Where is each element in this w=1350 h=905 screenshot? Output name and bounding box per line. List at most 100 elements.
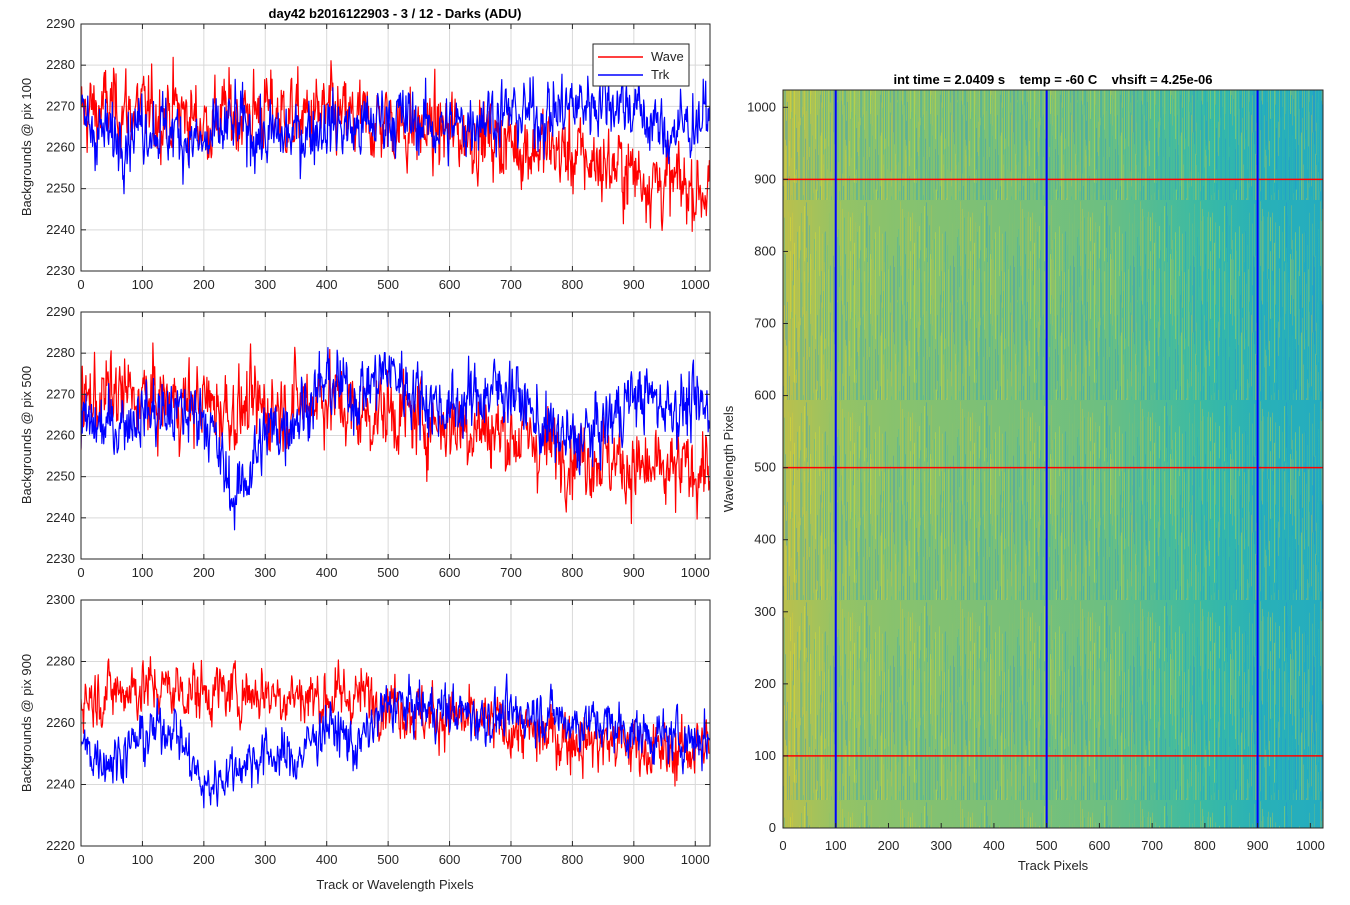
heatmap-panel: 0 100 200 300 400 500 600 700 800 900 1000 0 100 200 3… [721, 72, 1325, 873]
x-tick-label: 800 [562, 277, 584, 292]
y-axis-label: Backgrounds @ pix 500 [19, 366, 34, 504]
y-tick-label: 400 [754, 532, 776, 547]
x-tick-label: 400 [316, 852, 338, 867]
x-tick-label: 0 [77, 852, 84, 867]
y-tick-label: 2240 [46, 222, 75, 237]
tick-labels: 0 100 200 300 400 500 600 700 800 900 1000 2220 2240… [46, 592, 710, 867]
legend: Wave Trk [592, 43, 690, 87]
x-tick-label: 200 [193, 852, 215, 867]
y-axis-label: Backgrounds @ pix 100 [19, 78, 34, 216]
x-tick-label: 1000 [681, 852, 710, 867]
x-tick-label: 100 [132, 277, 154, 292]
y-tick-label: 0 [769, 820, 776, 835]
x-tick-label: 100 [132, 852, 154, 867]
x-tick-label: 500 [1036, 838, 1058, 853]
series-line-wave [81, 656, 710, 787]
y-tick-label: 2290 [46, 304, 75, 319]
x-tick-label: 700 [500, 565, 522, 580]
subplot-pix-100: 0 100 200 300 400 500 600 700 800 900 1000 2230 2240… [19, 6, 711, 292]
y-tick-label: 100 [754, 748, 776, 763]
x-tick-label: 1000 [1296, 838, 1325, 853]
y-tick-label: 2260 [46, 428, 75, 443]
y-tick-label: 2270 [46, 98, 75, 113]
y-tick-label: 2280 [46, 345, 75, 360]
y-tick-label: 2260 [46, 140, 75, 155]
x-tick-label: 400 [316, 565, 338, 580]
heatmap-texture-layer [783, 90, 1323, 828]
y-tick-label: 2250 [46, 469, 75, 484]
x-tick-label: 800 [562, 852, 584, 867]
y-tick-label: 2270 [46, 386, 75, 401]
x-tick-label: 0 [779, 838, 786, 853]
y-tick-label: 2220 [46, 838, 75, 853]
x-tick-label: 500 [377, 852, 399, 867]
x-tick-label: 1000 [681, 277, 710, 292]
x-tick-label: 800 [562, 565, 584, 580]
x-tick-label: 700 [500, 852, 522, 867]
y-tick-label: 2280 [46, 654, 75, 669]
x-tick-label: 0 [77, 277, 84, 292]
x-axis-label: Track Pixels [1018, 858, 1089, 873]
x-tick-label: 900 [623, 565, 645, 580]
x-tick-label: 300 [930, 838, 952, 853]
legend-label-wave: Wave [651, 49, 684, 64]
x-tick-label: 200 [878, 838, 900, 853]
x-tick-label: 900 [1247, 838, 1269, 853]
y-tick-label: 2250 [46, 181, 75, 196]
overlay-lines [783, 90, 1323, 828]
series-line-trk [81, 673, 710, 809]
y-tick-label: 700 [754, 316, 776, 331]
tick-labels: 0 100 200 300 400 500 600 700 800 900 1000 2230 2240… [46, 16, 710, 292]
x-tick-label: 500 [377, 277, 399, 292]
x-tick-label: 300 [254, 852, 276, 867]
y-tick-label: 2280 [46, 57, 75, 72]
y-tick-label: 600 [754, 388, 776, 403]
x-tick-label: 1000 [681, 565, 710, 580]
y-tick-label: 2260 [46, 715, 75, 730]
y-tick-label: 2240 [46, 777, 75, 792]
legend-label-trk: Trk [651, 67, 670, 82]
y-tick-label: 500 [754, 460, 776, 475]
tick-labels: 0 100 200 300 400 500 600 700 800 900 1000 2230 2240… [46, 304, 710, 580]
x-tick-label: 600 [439, 565, 461, 580]
x-tick-label: 600 [439, 852, 461, 867]
y-axis-label: Wavelength Pixels [721, 405, 736, 512]
x-tick-label: 700 [500, 277, 522, 292]
axes-box [782, 89, 1324, 829]
y-tick-label: 2300 [46, 592, 75, 607]
y-tick-label: 300 [754, 604, 776, 619]
legend-box [592, 43, 690, 87]
y-tick-label: 2230 [46, 263, 75, 278]
y-tick-label: 2290 [46, 16, 75, 31]
x-tick-label: 100 [132, 565, 154, 580]
series-group [81, 656, 710, 809]
x-axis-label: Track or Wavelength Pixels [316, 877, 474, 892]
x-tick-label: 600 [439, 277, 461, 292]
heatmap-title: int time = 2.0409 s temp = -60 C vhsift … [893, 72, 1212, 87]
x-tick-label: 700 [1141, 838, 1163, 853]
x-tick-label: 0 [77, 565, 84, 580]
y-tick-label: 800 [754, 243, 776, 258]
x-tick-label: 300 [254, 277, 276, 292]
x-tick-label: 600 [1089, 838, 1111, 853]
x-tick-label: 400 [983, 838, 1005, 853]
y-tick-label: 900 [754, 171, 776, 186]
x-tick-label: 900 [623, 852, 645, 867]
tick-labels: 0 100 200 300 400 500 600 700 800 900 1000 0 100 200 3… [747, 99, 1325, 853]
y-tick-label: 200 [754, 676, 776, 691]
y-tick-label: 2240 [46, 510, 75, 525]
subplot-pix-900: 0 100 200 300 400 500 600 700 800 900 1000 2220 2240… [19, 592, 711, 892]
y-tick-label: 1000 [747, 99, 776, 114]
y-tick-label: 2230 [46, 551, 75, 566]
x-tick-label: 800 [1194, 838, 1216, 853]
series-line-trk [81, 347, 710, 531]
series-group [81, 342, 710, 531]
x-tick-label: 200 [193, 565, 215, 580]
subplot-pix-500: 0 100 200 300 400 500 600 700 800 900 1000 2230 2240… [19, 304, 711, 580]
x-tick-label: 200 [193, 277, 215, 292]
chart-title: day42 b2016122903 - 3 / 12 - Darks (ADU) [269, 6, 522, 21]
x-tick-label: 400 [316, 277, 338, 292]
x-tick-label: 300 [254, 565, 276, 580]
